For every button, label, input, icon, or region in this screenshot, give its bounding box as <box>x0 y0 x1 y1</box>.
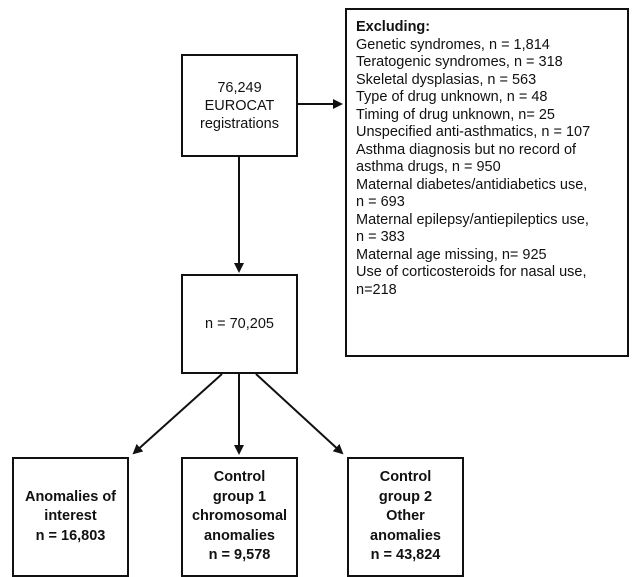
box-count: n = 43,824 <box>370 547 441 564</box>
box-line: Other <box>386 508 425 525</box>
exclusion-line: n=218 <box>356 281 397 298</box>
exclusion-line: Asthma diagnosis but no record of <box>356 141 577 158</box>
registrations-box: 76,249 EUROCAT registrations <box>181 54 298 157</box>
registrations-source: EUROCAT <box>204 97 275 114</box>
exclusion-line: Maternal age missing, n= 925 <box>356 246 547 263</box>
exclusion-line: n = 383 <box>356 229 405 245</box>
exclusion-line: Skeletal dysplasias, n = 563 <box>356 71 537 88</box>
exclusion-line: Maternal diabetes/antidiabetics use, <box>356 176 588 193</box>
box-line: chromosomal <box>191 508 288 525</box>
exclusion-line: Genetic syndromes, n = 1,814 <box>356 36 550 53</box>
exclusion-line: Unspecified anti-asthmatics, n = 107 <box>356 124 591 140</box>
arrow-to-anomalies-of-interest <box>132 373 223 455</box>
box-line: anomalies <box>204 527 275 544</box>
box-line: Control <box>379 469 432 486</box>
arrow-to-control-group-2 <box>255 373 344 455</box>
box-line: group 1 <box>212 488 267 505</box>
box-line: Anomalies of <box>24 488 117 505</box>
exclusion-box: Excluding: Genetic syndromes, n = 1,814 … <box>345 8 629 357</box>
exclusion-line: n = 693 <box>356 194 405 210</box>
exclusion-line: Use of corticosteroids for nasal use, <box>356 264 587 280</box>
included-count: n = 70,205 <box>205 316 274 332</box>
box-count: n = 16,803 <box>35 527 106 544</box>
box-line: group 2 <box>378 488 433 505</box>
registrations-label: registrations <box>200 115 279 132</box>
box-line: interest <box>44 508 97 525</box>
registrations-count: 76,249 <box>217 79 262 96</box>
exclusion-line: asthma drugs, n = 950 <box>356 159 501 175</box>
box-line: anomalies <box>370 527 441 544</box>
box-count: n = 9,578 <box>208 547 271 564</box>
exclusion-line: Type of drug unknown, n = 48 <box>356 89 548 105</box>
exclusion-line: Maternal epilepsy/antiepileptics use, <box>356 211 589 228</box>
box-line: Control <box>213 469 266 486</box>
control-group-1-box: Control group 1 chromosomal anomalies n … <box>181 457 298 577</box>
anomalies-of-interest-box: Anomalies of interest n = 16,803 <box>12 457 129 577</box>
exclusion-line: Timing of drug unknown, n= 25 <box>356 106 555 123</box>
exclusion-title: Excluding: <box>356 19 431 35</box>
included-box: n = 70,205 <box>181 274 298 374</box>
exclusion-line: Teratogenic syndromes, n = 318 <box>356 54 563 70</box>
control-group-2-box: Control group 2 Other anomalies n = 43,8… <box>347 457 464 577</box>
